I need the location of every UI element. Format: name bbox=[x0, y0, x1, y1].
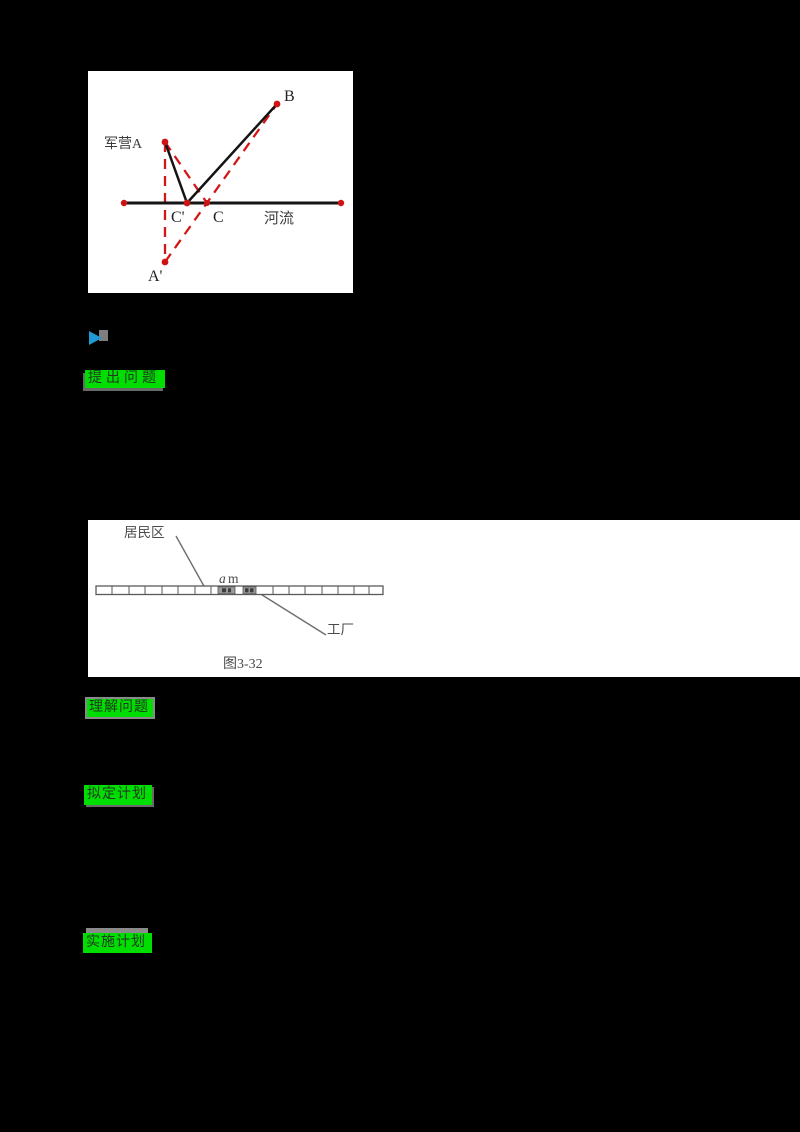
point-dots bbox=[120, 100, 345, 266]
figure-river-reflection: 军营A B C' C 河流 A' bbox=[88, 71, 353, 293]
wall-mark-detail bbox=[250, 588, 254, 593]
wall-segment-dividers bbox=[111, 586, 370, 595]
section-label-understand: 理解问题 bbox=[85, 697, 155, 719]
section-label-propose: 提出问题 bbox=[85, 370, 165, 388]
section-label-implement: 实施计划 bbox=[83, 933, 152, 953]
dashed-a-c bbox=[164, 141, 208, 204]
dot-c bbox=[204, 200, 210, 206]
figure-wall-factory: 居民区 a m 工厂 图3-32 bbox=[88, 520, 800, 677]
figure1-labels: 军营A B C' C 河流 A' bbox=[104, 88, 295, 285]
label-c: C bbox=[213, 209, 224, 226]
label-c-prime: C' bbox=[171, 209, 185, 226]
leader-residential bbox=[175, 535, 206, 589]
river-reflection-svg: 军营A B C' C 河流 A' bbox=[104, 88, 345, 285]
dot-river-right bbox=[337, 199, 345, 207]
wall-mark-detail bbox=[245, 588, 249, 593]
dot-b bbox=[273, 100, 281, 108]
label-factory: 工厂 bbox=[327, 622, 354, 637]
figure2-labels: 居民区 a m 工厂 图3-32 bbox=[124, 525, 354, 672]
dot-a bbox=[161, 138, 169, 146]
label-b: B bbox=[284, 88, 295, 105]
wall-mark-right bbox=[242, 586, 257, 595]
label-camp-a: 军营A bbox=[104, 136, 143, 152]
wall-mark-left bbox=[217, 586, 236, 595]
section-label-implement-topbar bbox=[86, 928, 148, 936]
wall-mark-detail bbox=[222, 588, 226, 593]
dashed-aprime-b bbox=[164, 103, 278, 263]
label-residential: 居民区 bbox=[124, 525, 165, 540]
wall-outline bbox=[95, 585, 384, 596]
dashed-construction-lines bbox=[163, 103, 278, 263]
segment-cprime-b bbox=[186, 103, 278, 204]
wall-mark-detail bbox=[228, 588, 231, 593]
dot-aprime bbox=[161, 258, 169, 266]
label-river: 河流 bbox=[264, 210, 294, 227]
dot-river-left bbox=[120, 199, 128, 207]
wall-factory-svg: 居民区 a m 工厂 图3-32 bbox=[95, 525, 384, 672]
label-distance-a: a bbox=[219, 571, 226, 586]
dot-cprime bbox=[183, 199, 191, 207]
solid-path-lines bbox=[124, 103, 341, 205]
segment-a-cprime bbox=[163, 141, 189, 204]
play-icon[interactable] bbox=[88, 329, 110, 347]
play-icon-shadow bbox=[99, 330, 108, 341]
label-a-prime: A' bbox=[148, 268, 163, 285]
wall-strip bbox=[95, 585, 384, 596]
figure-caption: 图3-32 bbox=[223, 657, 263, 672]
play-triangle-icon bbox=[89, 331, 102, 345]
section-label-plan: 拟定计划 bbox=[84, 785, 152, 805]
label-distance-unit: m bbox=[228, 571, 239, 586]
leader-factory bbox=[258, 592, 327, 636]
leader-lines bbox=[175, 535, 327, 636]
